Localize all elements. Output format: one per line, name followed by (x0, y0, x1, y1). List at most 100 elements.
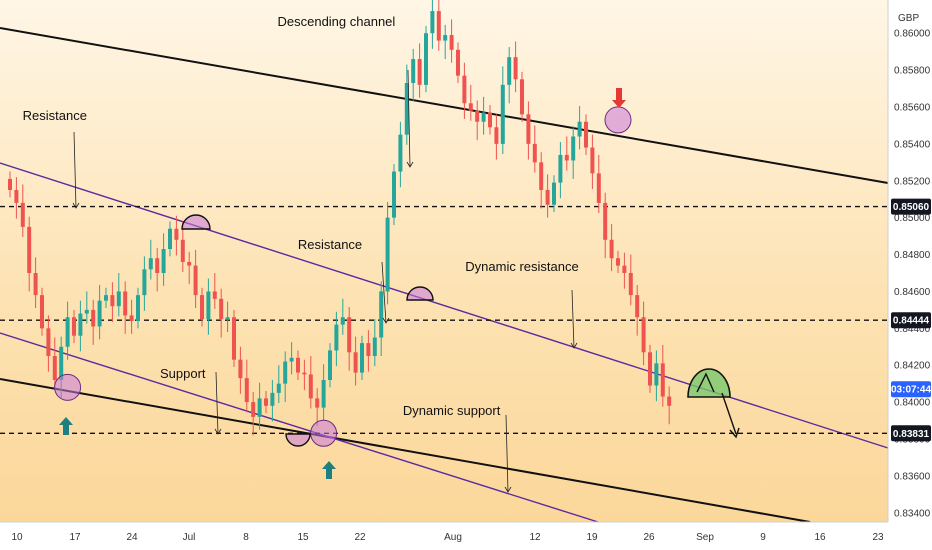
candle-body (193, 265, 198, 296)
candle-body (552, 182, 556, 205)
candle (654, 350, 659, 402)
y-tick-label: 0.83600 (894, 471, 931, 482)
candle (366, 330, 371, 372)
candle (206, 278, 211, 335)
candle-body (347, 317, 352, 353)
candle-body (475, 110, 480, 122)
candle (513, 41, 518, 93)
candle-body (577, 121, 582, 137)
price-tag-label: 0.85060 (893, 202, 930, 213)
candle (91, 299, 96, 345)
candle (72, 309, 76, 344)
candle (200, 287, 204, 327)
candle-body (52, 355, 57, 380)
candle (641, 301, 646, 366)
candle (283, 351, 288, 403)
candle (296, 350, 300, 380)
candle (552, 175, 556, 213)
candle-body (443, 35, 448, 41)
candle (468, 84, 473, 121)
candle-body (187, 261, 192, 266)
x-tick-label: 22 (354, 532, 366, 543)
candle (251, 391, 256, 436)
candle-body (481, 112, 486, 122)
x-tick-label: 17 (69, 532, 81, 543)
resistance-touch-circle (604, 106, 632, 134)
annotation-label: Dynamic support (403, 403, 501, 418)
candle-body (334, 324, 339, 351)
x-tick-label: 16 (814, 532, 826, 543)
x-tick-label: 10 (11, 532, 23, 543)
currency-label: GBP (898, 13, 919, 24)
candle-body (424, 33, 428, 85)
candle (161, 233, 166, 286)
candle-body (123, 291, 128, 316)
annotation-pointer (407, 69, 411, 168)
candle (78, 300, 83, 352)
projection-down-arrow (721, 392, 737, 435)
candle-body (308, 374, 313, 399)
candle-body (372, 337, 377, 356)
x-tick-label: 26 (643, 532, 655, 543)
x-tick-label: 8 (243, 532, 249, 543)
candle (180, 221, 185, 273)
candle-body (507, 57, 512, 85)
candle-body (27, 226, 32, 273)
candle (104, 287, 108, 309)
candle-body (276, 383, 281, 393)
candle (360, 335, 364, 380)
candle (84, 291, 89, 324)
candle (276, 365, 281, 404)
candle (52, 337, 57, 391)
down-arrow-icon (612, 88, 626, 108)
candle (257, 382, 262, 430)
candle (148, 239, 153, 280)
annotation-pointer-head (504, 486, 512, 493)
x-tick-label: 24 (126, 532, 138, 543)
candle (340, 298, 345, 335)
candle-body (283, 361, 288, 384)
rejection-arc (181, 214, 211, 230)
candle (33, 257, 38, 309)
support-touch-circle (310, 419, 338, 447)
annotation-pointer (215, 371, 219, 435)
annotation-pointer-head (72, 202, 80, 209)
x-tick-label: Jul (183, 532, 196, 543)
candle (532, 125, 537, 173)
candle (328, 343, 332, 388)
candle-body (398, 134, 403, 172)
candle (168, 221, 172, 257)
candle (436, 0, 441, 51)
candle-body (180, 239, 185, 262)
annotation-pointer-head (382, 317, 390, 324)
candle-body (520, 79, 524, 115)
price-tag-label: 0.84444 (893, 316, 930, 327)
candle-body (590, 147, 595, 174)
candle (430, 0, 435, 49)
candle (481, 96, 486, 135)
candle-body (148, 258, 153, 270)
candle-body (648, 352, 652, 386)
candle (225, 301, 230, 333)
candle (603, 192, 608, 259)
candle (500, 66, 505, 155)
price-tag: 03:07:44 (891, 381, 931, 398)
x-tick-label: 15 (297, 532, 309, 543)
dynamic-support-line (0, 332, 599, 523)
candle (648, 344, 652, 393)
annotation-pointer-head (406, 161, 414, 168)
y-tick-label: 0.84000 (894, 398, 931, 409)
x-tick-label: 12 (529, 532, 541, 543)
candle-body (33, 272, 38, 296)
price-tag-box (891, 198, 931, 215)
candle (660, 344, 665, 407)
price-tag-box (891, 312, 931, 329)
candle-body (628, 272, 633, 296)
candle-body (78, 313, 83, 336)
candle-body (212, 291, 217, 299)
candle-body (136, 295, 140, 321)
candle (110, 282, 115, 322)
candle (584, 114, 588, 155)
dynamic-resistance-line (0, 162, 889, 449)
